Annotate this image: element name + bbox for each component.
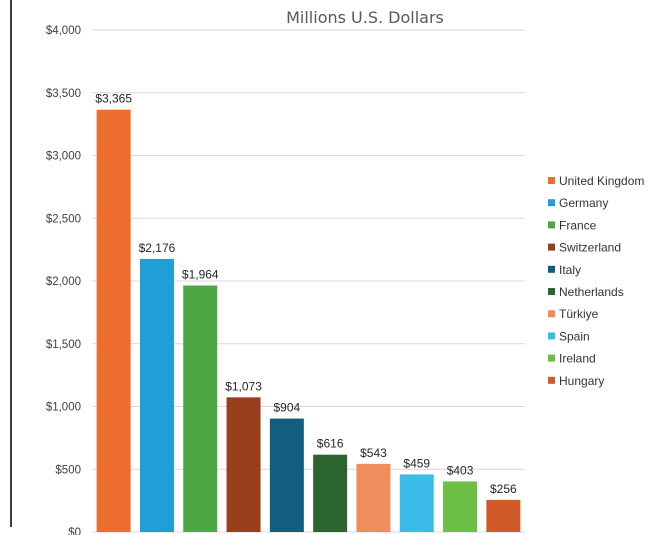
y-tick-label: $1,500 [46,339,81,351]
data-labels: $3,365 $2,176 $1,964 $1,073 $904 $616 $543 $459… [95,92,517,496]
data-label: $256 [490,482,517,496]
legend-swatch [548,265,555,273]
legend-swatch [548,332,555,340]
data-label: $543 [360,446,387,460]
legend-label: United Kingdom [559,174,644,188]
bars [96,109,521,532]
legend-swatch [548,288,555,295]
legend-label: France [559,218,597,232]
y-tick-label: $3,500 [46,88,81,100]
y-tick-label: $0 [68,527,81,535]
y-tick-label: $4,000 [46,25,81,37]
bar-hungary [486,499,521,532]
bar-united-kingdom [96,109,131,532]
bar-france [183,285,218,532]
bar-ireland [443,481,478,532]
y-tick-label: $500 [55,464,81,476]
legend-label: Italy [559,263,581,277]
legend-label: Germany [559,196,608,210]
data-label: $2,176 [139,241,176,255]
y-tick-label: $1,000 [46,402,81,414]
legend-swatch [548,354,555,362]
bar-netherlands [313,454,348,532]
data-label: $616 [317,437,344,451]
legend-swatch [548,243,555,251]
legend-swatch [548,376,555,384]
y-tick-label: $3,000 [46,151,81,163]
legend-label: Hungary [559,374,604,388]
legend-swatch [548,221,555,229]
legend-swatch [548,199,555,207]
data-label: $1,073 [225,379,262,393]
data-label: $1,964 [182,268,219,282]
bar-germany [139,258,174,532]
legend-label: Spain [559,329,590,343]
data-label: $3,365 [95,92,132,106]
legend-label: Netherlands [559,285,624,299]
data-label: $459 [403,456,430,470]
bar-italy [269,418,304,532]
data-label: $403 [447,463,474,477]
legend-swatch [548,310,555,318]
y-tick-label: $2,000 [46,276,81,288]
legend-label: Ireland [559,352,596,366]
legend-swatch [548,177,555,184]
y-tick-label: $2,500 [46,213,81,225]
bar-switzerland [226,397,261,532]
y-axis-ticks: $0 $500 $1,000 $1,500 $2,000 $2,500 $3,000 $3,5… [46,25,81,535]
chart-title: Millions U.S. Dollars [286,8,444,27]
bar-t-rkiye [356,463,391,532]
left-border-line [10,0,12,527]
legend-label: Türkiye [559,307,599,321]
data-label: $904 [273,401,300,415]
legend: United Kingdom Germany France Switzerland It… [548,174,644,388]
legend-label: Switzerland [559,241,621,255]
bar-spain [399,474,434,532]
